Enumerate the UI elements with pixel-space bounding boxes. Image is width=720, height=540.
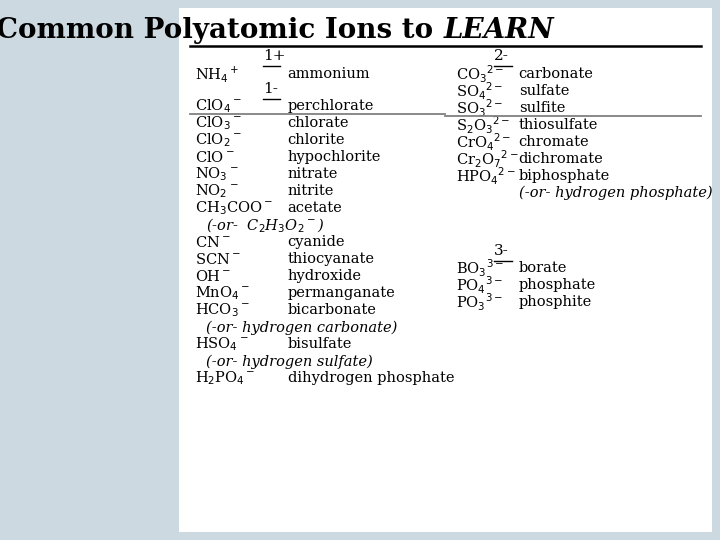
Text: 1+: 1+ — [263, 49, 286, 63]
Text: H$_2$PO$_4$$^-$: H$_2$PO$_4$$^-$ — [195, 369, 256, 387]
Text: OH$^-$: OH$^-$ — [195, 269, 231, 284]
Text: ClO$_2$$^-$: ClO$_2$$^-$ — [195, 132, 242, 149]
Text: thiosulfate: thiosulfate — [518, 118, 598, 132]
Text: cyanide: cyanide — [287, 235, 345, 249]
Text: PO$_3$$^{3-}$: PO$_3$$^{3-}$ — [456, 291, 503, 313]
Text: phosphate: phosphate — [518, 278, 596, 292]
Text: dihydrogen phosphate: dihydrogen phosphate — [287, 372, 454, 386]
Text: sulfite: sulfite — [518, 101, 565, 115]
Text: chlorite: chlorite — [287, 133, 345, 147]
Text: NH$_4$$^+$: NH$_4$$^+$ — [195, 64, 240, 84]
Text: sulfate: sulfate — [518, 84, 569, 98]
Text: Cr$_2$O$_7$$^{2-}$: Cr$_2$O$_7$$^{2-}$ — [456, 148, 518, 170]
Text: bisulfate: bisulfate — [287, 338, 352, 352]
Text: ClO$^-$: ClO$^-$ — [195, 150, 235, 165]
Text: dichromate: dichromate — [518, 152, 603, 166]
Text: Common Polyatomic Ions to: Common Polyatomic Ions to — [0, 17, 443, 44]
Text: (-or- hydrogen phosphate): (-or- hydrogen phosphate) — [518, 186, 712, 200]
Text: BO$_3$$^{3-}$: BO$_3$$^{3-}$ — [456, 257, 504, 279]
Text: phosphite: phosphite — [518, 295, 592, 309]
Text: NO$_3$$^-$: NO$_3$$^-$ — [195, 166, 238, 183]
Text: thiocyanate: thiocyanate — [287, 252, 374, 266]
Text: CrO$_4$$^{2-}$: CrO$_4$$^{2-}$ — [456, 131, 512, 152]
Text: HPO$_4$$^{2-}$: HPO$_4$$^{2-}$ — [456, 165, 516, 186]
Text: (-or-  C$_2$H$_3$O$_2$$^-$): (-or- C$_2$H$_3$O$_2$$^-$) — [206, 216, 324, 234]
Text: CN$^-$: CN$^-$ — [195, 235, 230, 250]
Text: 3-: 3- — [494, 244, 509, 258]
Text: (-or- hydrogen carbonate): (-or- hydrogen carbonate) — [206, 320, 397, 335]
Text: NO$_2$$^-$: NO$_2$$^-$ — [195, 183, 238, 200]
Text: biphosphate: biphosphate — [518, 169, 610, 183]
FancyBboxPatch shape — [179, 8, 712, 532]
Text: acetate: acetate — [287, 201, 342, 215]
Text: HSO$_4$$^-$: HSO$_4$$^-$ — [195, 335, 248, 353]
Text: chromate: chromate — [518, 135, 590, 149]
Text: HCO$_3$$^-$: HCO$_3$$^-$ — [195, 301, 250, 319]
Text: SO$_3$$^{2-}$: SO$_3$$^{2-}$ — [456, 97, 503, 119]
Text: bicarbonate: bicarbonate — [287, 303, 377, 318]
Text: permanganate: permanganate — [287, 286, 395, 300]
Text: nitrite: nitrite — [287, 185, 334, 198]
Text: MnO$_4$$^-$: MnO$_4$$^-$ — [195, 285, 251, 302]
Text: CH$_3$COO$^-$: CH$_3$COO$^-$ — [195, 200, 273, 217]
Text: (-or- hydrogen sulfate): (-or- hydrogen sulfate) — [206, 354, 373, 369]
Text: carbonate: carbonate — [518, 67, 593, 81]
Text: chlorate: chlorate — [287, 117, 349, 131]
Text: ClO$_4$$^-$: ClO$_4$$^-$ — [195, 98, 242, 116]
Text: hydroxide: hydroxide — [287, 269, 361, 284]
Text: SCN$^-$: SCN$^-$ — [195, 252, 240, 267]
Text: nitrate: nitrate — [287, 167, 338, 181]
Text: S$_2$O$_3$$^{2-}$: S$_2$O$_3$$^{2-}$ — [456, 114, 510, 136]
Text: SO$_4$$^{2-}$: SO$_4$$^{2-}$ — [456, 80, 503, 102]
Text: 1-: 1- — [263, 83, 278, 96]
Text: PO$_4$$^{3-}$: PO$_4$$^{3-}$ — [456, 274, 503, 295]
Text: perchlorate: perchlorate — [287, 99, 374, 113]
Text: LEARN: LEARN — [444, 17, 554, 44]
Text: borate: borate — [518, 261, 567, 275]
Text: hypochlorite: hypochlorite — [287, 151, 381, 165]
Text: ammonium: ammonium — [287, 67, 370, 81]
Text: CO$_3$$^{2-}$: CO$_3$$^{2-}$ — [456, 63, 505, 85]
Text: ClO$_3$$^-$: ClO$_3$$^-$ — [195, 114, 242, 132]
Text: 2-: 2- — [494, 49, 509, 63]
